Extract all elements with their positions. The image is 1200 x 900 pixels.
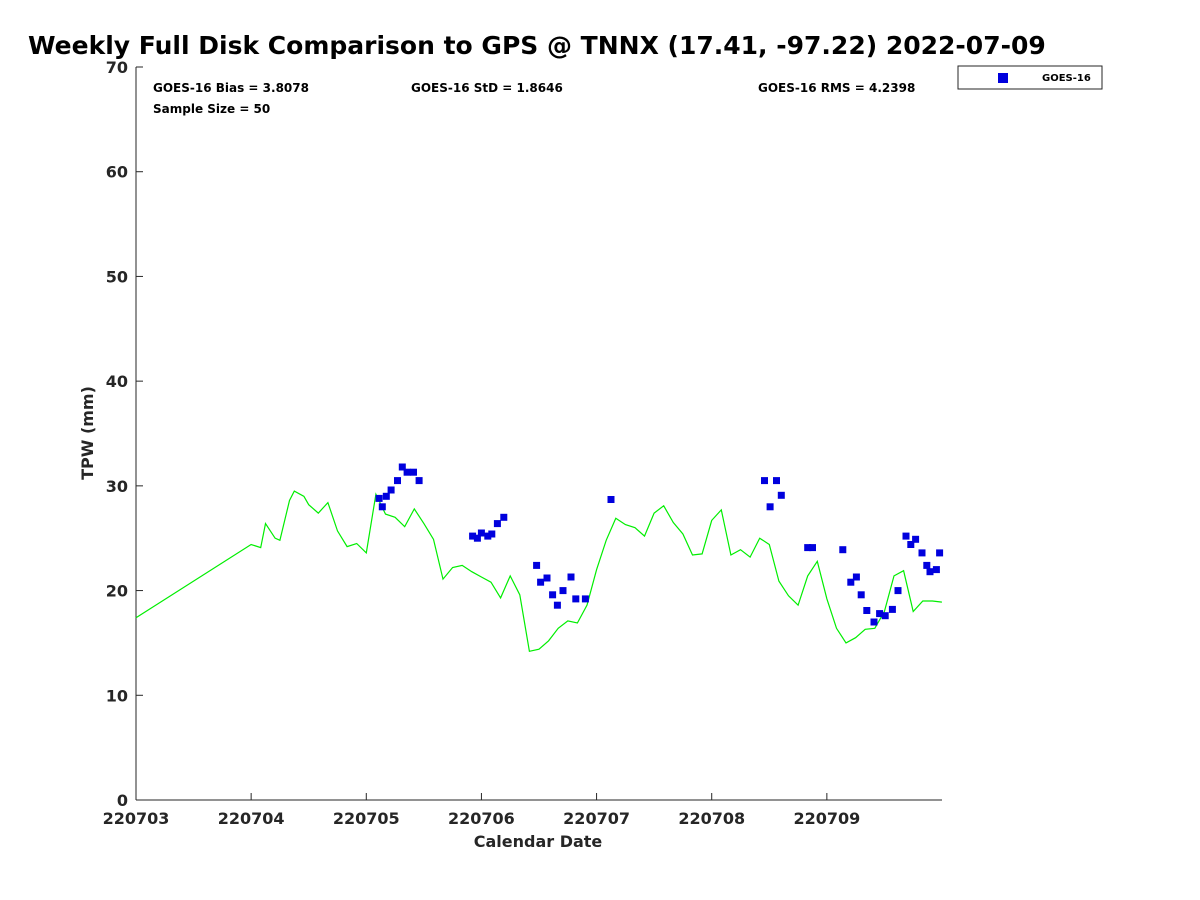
goes16-point <box>870 618 878 626</box>
goes16-point <box>926 568 934 576</box>
x-tick-label: 220708 <box>678 809 745 828</box>
goes16-point <box>876 610 884 618</box>
goes16-point <box>804 544 812 552</box>
goes16-point <box>382 492 390 500</box>
legend: GOES-16 <box>957 65 1103 90</box>
std-stat: GOES-16 StD = 1.8646 <box>411 81 563 95</box>
y-tick-label: 10 <box>106 686 128 705</box>
goes16-point <box>902 532 910 540</box>
goes16-point <box>888 605 896 613</box>
goes16-point <box>572 595 580 603</box>
y-tick-label: 60 <box>106 163 128 182</box>
x-tick-label: 220703 <box>103 809 170 828</box>
goes16-point <box>477 529 485 537</box>
goes16-point <box>543 574 551 582</box>
legend-marker-goes16 <box>998 73 1008 83</box>
goes16-point <box>809 544 816 552</box>
goes16-point <box>553 601 561 609</box>
goes16-point <box>852 573 860 581</box>
goes16-point <box>567 573 575 581</box>
bias-stat: GOES-16 Bias = 3.8078 <box>153 81 309 95</box>
legend-box <box>957 65 1103 90</box>
x-tick-label: 220704 <box>218 809 285 828</box>
y-tick-label: 0 <box>117 791 128 810</box>
goes16-point <box>473 534 481 542</box>
x-tick-label: 220709 <box>793 809 860 828</box>
goes16-point <box>533 561 541 569</box>
gps-line <box>135 490 942 653</box>
goes16-point <box>863 607 871 614</box>
goes16-point <box>488 530 496 538</box>
y-axis-ticks: 0 10 20 30 40 50 60 70 <box>106 58 143 810</box>
goes16-point <box>403 468 411 476</box>
goes16-point <box>607 496 615 503</box>
goes16-point <box>415 477 423 485</box>
goes16-point <box>559 587 567 595</box>
goes16-point <box>387 486 395 494</box>
goes16-point <box>847 578 855 586</box>
goes16-point <box>484 532 492 540</box>
goes16-point <box>932 566 940 574</box>
sample-size-stat: Sample Size = 50 <box>153 102 270 116</box>
x-tick-label: 220707 <box>563 809 630 828</box>
goes16-point <box>375 494 383 502</box>
goes16-point <box>777 491 785 499</box>
goes16-point <box>398 463 406 471</box>
plot-area <box>135 67 942 801</box>
x-tick-label: 220706 <box>448 809 515 828</box>
goes16-point <box>923 561 931 569</box>
goes16-point <box>581 595 589 603</box>
gps-line-series <box>135 490 942 653</box>
goes16-point <box>761 477 768 485</box>
goes16-point <box>839 546 847 554</box>
goes16-point <box>912 535 920 543</box>
goes16-point <box>410 468 417 476</box>
goes16-point <box>394 477 401 485</box>
y-tick-label: 40 <box>106 372 128 391</box>
y-tick-label: 50 <box>106 267 128 286</box>
x-axis-label: Calendar Date <box>474 832 603 851</box>
goes16-point <box>469 532 477 540</box>
x-tick-label: 220705 <box>333 809 400 828</box>
goes16-point <box>881 612 889 620</box>
chart-title: Weekly Full Disk Comparison to GPS @ TNN… <box>28 31 1046 60</box>
goes16-point <box>894 587 902 595</box>
goes16-scatter-series <box>375 463 944 626</box>
goes16-point <box>500 513 508 521</box>
y-tick-label: 70 <box>106 58 128 77</box>
goes16-point <box>537 578 545 586</box>
goes16-point <box>493 520 501 528</box>
goes16-point <box>918 549 926 557</box>
goes16-point <box>773 477 780 485</box>
goes16-point <box>907 541 915 548</box>
goes16-point <box>936 549 944 557</box>
goes16-point <box>766 503 774 511</box>
goes16-point <box>549 591 557 599</box>
goes16-point <box>857 591 865 599</box>
y-tick-label: 20 <box>106 582 128 601</box>
y-tick-label: 30 <box>106 477 128 496</box>
rms-stat: GOES-16 RMS = 4.2398 <box>758 81 915 95</box>
legend-label-goes16: GOES-16 <box>1042 73 1091 84</box>
x-axis-ticks: 220703 220704 220705 220706 220707 220708 2207… <box>103 793 860 828</box>
goes16-point <box>378 503 386 511</box>
y-axis-label: TPW (mm) <box>78 386 97 480</box>
